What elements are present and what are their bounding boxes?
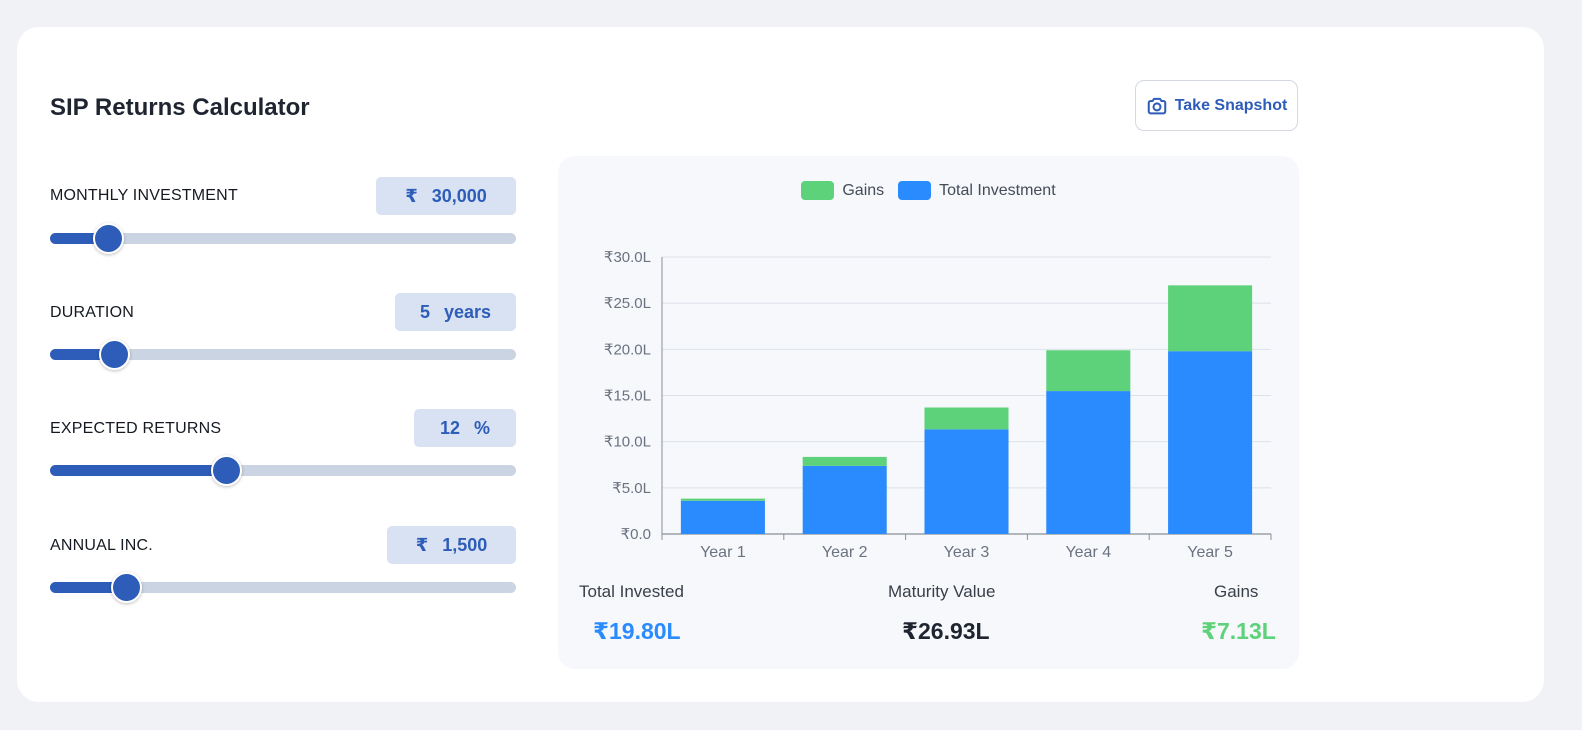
bar-gains-year-2	[802, 456, 887, 466]
take-snapshot-label: Take Snapshot	[1174, 96, 1288, 114]
annual-inc-value: 1,500	[442, 534, 488, 555]
monthly-investment-slider-thumb[interactable]	[93, 223, 125, 254]
expected-returns-slider-thumb[interactable]	[211, 455, 243, 486]
legend-label-total-investment: Total Investment	[939, 181, 1056, 199]
total-invested-label: Total Invested	[579, 582, 684, 601]
maturity-value: ₹26.93L	[902, 618, 990, 644]
legend-swatch-total-investment	[898, 181, 932, 200]
duration-unit: years	[443, 301, 492, 322]
y-tick-label: ₹15.0L	[604, 388, 651, 405]
take-snapshot-button[interactable]: Take Snapshot	[1135, 80, 1298, 131]
annual-inc-label: ANNUAL INC.	[50, 537, 153, 554]
y-tick-label: ₹10.0L	[604, 434, 651, 451]
calculator-card: SIP Returns Calculator Take Snapshot MON…	[17, 27, 1544, 702]
legend-swatch-gains	[801, 181, 835, 200]
monthly-investment-slider-fill	[50, 233, 109, 244]
duration-slider-fill	[50, 349, 115, 360]
y-tick-label: ₹20.0L	[604, 341, 651, 358]
bar-total-investment-year-4	[1046, 391, 1131, 534]
expected-returns-slider[interactable]	[50, 455, 516, 486]
bar-gains-year-1	[680, 498, 765, 501]
x-tick-label: Year 4	[1065, 544, 1111, 561]
expected-returns-input[interactable]: 12 %	[414, 409, 516, 447]
percent-unit: %	[474, 417, 491, 438]
monthly-investment-slider[interactable]	[50, 223, 516, 254]
bar-gains-year-3	[924, 407, 1009, 430]
rupee-prefix: ₹	[415, 534, 429, 555]
bar-total-investment-year-3	[924, 429, 1009, 534]
annual-inc-slider-thumb[interactable]	[111, 572, 143, 603]
bar-gains-year-4	[1046, 350, 1131, 392]
monthly-investment-input[interactable]: ₹ 30,000	[376, 177, 516, 215]
duration-label: DURATION	[50, 304, 134, 321]
chart-legend: Gains Total Investment	[558, 181, 1299, 200]
legend-label-gains: Gains	[842, 181, 885, 199]
total-invested-value: ₹19.80L	[593, 618, 681, 644]
expected-returns-value: 12	[439, 417, 460, 438]
bar-total-investment-year-1	[680, 500, 765, 534]
page-title: SIP Returns Calculator	[50, 94, 310, 121]
duration-slider-thumb[interactable]	[99, 339, 131, 370]
legend-item-total-investment[interactable]: Total Investment	[898, 181, 1056, 200]
camera-icon	[1146, 95, 1168, 117]
chart-panel: Gains Total Investment ₹0.0 ₹5.0L ₹10.0L ₹1…	[558, 156, 1299, 669]
maturity-value-label: Maturity Value	[888, 582, 996, 601]
gains-label: Gains	[1214, 582, 1259, 601]
y-tick-label: ₹0.0	[621, 526, 651, 543]
legend-item-gains[interactable]: Gains	[801, 181, 884, 200]
duration-slider[interactable]	[50, 339, 516, 370]
monthly-investment-value: 30,000	[431, 185, 487, 206]
x-tick-label: Year 2	[822, 544, 868, 561]
annual-inc-slider-fill	[50, 582, 127, 593]
stacked-bar-chart: ₹0.0 ₹5.0L ₹10.0L ₹15.0L ₹20.0L ₹25.0L ₹30.0L Y…	[604, 249, 1272, 561]
monthly-investment-label: MONTHLY INVESTMENT	[50, 187, 238, 204]
annual-inc-slider[interactable]	[50, 572, 516, 603]
x-tick-label: Year 5	[1187, 544, 1233, 561]
y-tick-label: ₹5.0L	[612, 480, 651, 497]
rupee-prefix: ₹	[405, 185, 418, 206]
bar-total-investment-year-2	[802, 465, 887, 534]
y-tick-label: ₹25.0L	[604, 295, 651, 312]
bar-gains-year-5	[1168, 285, 1253, 352]
duration-value: 5	[419, 301, 430, 322]
duration-input[interactable]: 5 years	[395, 293, 516, 331]
gains-value: ₹7.13L	[1201, 618, 1276, 644]
expected-returns-slider-fill	[50, 465, 227, 476]
y-tick-label: ₹30.0L	[604, 249, 651, 266]
x-tick-label: Year 3	[944, 544, 990, 561]
bar-total-investment-year-5	[1168, 351, 1253, 534]
annual-inc-input[interactable]: ₹ 1,500	[387, 526, 516, 564]
x-tick-label: Year 1	[700, 544, 746, 561]
expected-returns-label: EXPECTED RETURNS	[50, 420, 222, 437]
